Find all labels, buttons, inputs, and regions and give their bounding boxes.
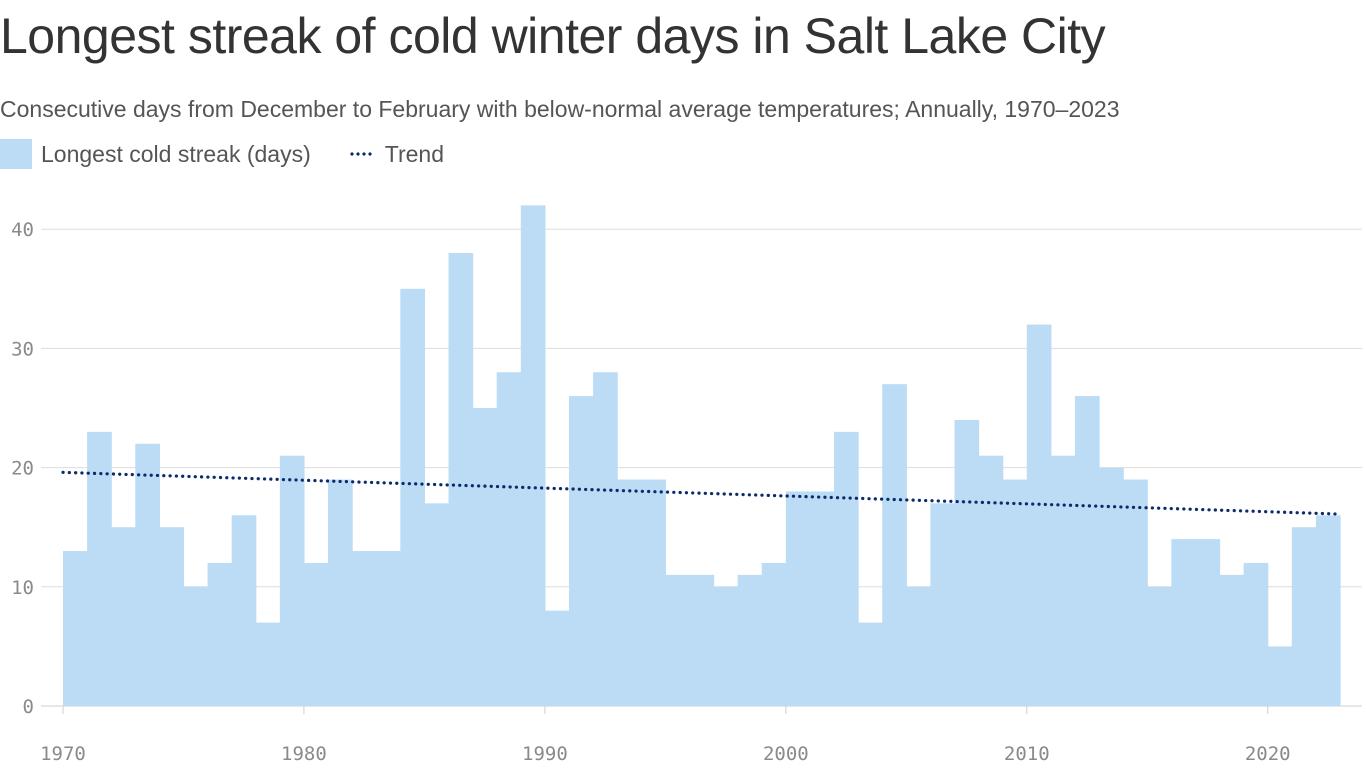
bar-1976 xyxy=(207,562,233,706)
bar-1992 xyxy=(593,372,618,706)
bar-1981 xyxy=(328,479,353,706)
bar-2020 xyxy=(1267,646,1293,706)
trend-line-group xyxy=(61,470,1342,516)
bar-1970 xyxy=(63,551,88,706)
bar-1979 xyxy=(279,455,305,706)
y-tick-label: 10 xyxy=(11,577,34,599)
bar-1980 xyxy=(303,562,329,706)
bar-2013 xyxy=(1099,467,1124,706)
bar-2001 xyxy=(809,491,835,706)
bar-2002 xyxy=(834,431,859,706)
bar-2022 xyxy=(1315,515,1341,706)
bar-2011 xyxy=(1050,455,1076,706)
bar-2003 xyxy=(858,622,883,706)
bar-1994 xyxy=(641,479,666,706)
bar-1998 xyxy=(737,574,763,706)
bar-2021 xyxy=(1291,527,1317,706)
x-tick-label: 1970 xyxy=(40,743,86,765)
bar-1991 xyxy=(568,396,594,706)
bar-1985 xyxy=(424,503,450,706)
legend-item-bars: Longest cold streak (days) xyxy=(0,139,311,169)
bar-2006 xyxy=(930,503,956,706)
bar-2012 xyxy=(1074,396,1100,706)
bar-1971 xyxy=(87,431,112,706)
bar-1978 xyxy=(255,622,281,706)
bar-1982 xyxy=(352,551,377,706)
x-tick-label: 1980 xyxy=(281,743,327,765)
bar-2015 xyxy=(1147,586,1172,706)
bar-1999 xyxy=(761,562,787,706)
bar-2004 xyxy=(882,384,907,706)
x-tick-label: 2020 xyxy=(1245,743,1291,765)
legend-item-trend: Trend xyxy=(311,141,444,168)
bar-chart: 0 10 20 30 40 1970 1980 1990 2000 2010 2020 xyxy=(11,205,1362,765)
bar-2000 xyxy=(785,491,811,706)
bar-1975 xyxy=(183,586,209,706)
bar-2005 xyxy=(906,586,931,706)
chart-title: Longest streak of cold winter days in Sa… xyxy=(0,8,1106,64)
x-tick-label: 2010 xyxy=(1004,743,1050,765)
y-tick-label: 40 xyxy=(11,219,34,241)
legend-trend-label: Trend xyxy=(384,140,444,167)
bar-2007 xyxy=(954,419,980,706)
bar-1973 xyxy=(135,443,160,706)
y-tick-label: 30 xyxy=(11,338,34,360)
bar-2008 xyxy=(978,455,1004,706)
bar-1972 xyxy=(111,527,136,706)
y-tick-label: 0 xyxy=(23,696,34,718)
bar-1989 xyxy=(520,205,546,707)
legend-bars-label: Longest cold streak (days) xyxy=(41,140,311,167)
bar-2016 xyxy=(1171,539,1197,706)
chart-subtitle: Consecutive days from December to Februa… xyxy=(0,96,1120,122)
bar-1993 xyxy=(617,479,642,706)
bar-1996 xyxy=(689,574,715,706)
bars xyxy=(63,205,1341,707)
bar-2018 xyxy=(1219,574,1245,706)
bar-1983 xyxy=(376,551,401,706)
bar-1974 xyxy=(159,527,185,706)
x-tick-label: 2000 xyxy=(763,743,809,765)
legend: Longest cold streak (days) Trend xyxy=(0,138,444,170)
legend-bar-swatch xyxy=(0,139,32,169)
bar-1987 xyxy=(472,408,498,706)
bar-2014 xyxy=(1123,479,1148,706)
legend-trend-swatch xyxy=(348,152,373,156)
bar-1988 xyxy=(496,372,522,706)
bar-1990 xyxy=(544,610,570,706)
bar-1986 xyxy=(448,253,474,706)
bar-1995 xyxy=(665,574,691,706)
bar-2009 xyxy=(1002,479,1028,706)
x-axis-ticks: 1970 1980 1990 2000 2010 2020 xyxy=(40,706,1291,765)
bar-2019 xyxy=(1243,562,1269,706)
bar-2010 xyxy=(1026,324,1052,706)
bar-1984 xyxy=(400,288,426,706)
bar-1977 xyxy=(231,515,257,706)
x-tick-label: 1990 xyxy=(522,743,568,765)
trend-line xyxy=(61,470,1342,516)
bar-1997 xyxy=(713,586,739,706)
y-axis-ticks: 0 10 20 30 40 xyxy=(11,219,34,718)
y-tick-label: 20 xyxy=(11,458,34,480)
bar-2017 xyxy=(1195,539,1221,706)
